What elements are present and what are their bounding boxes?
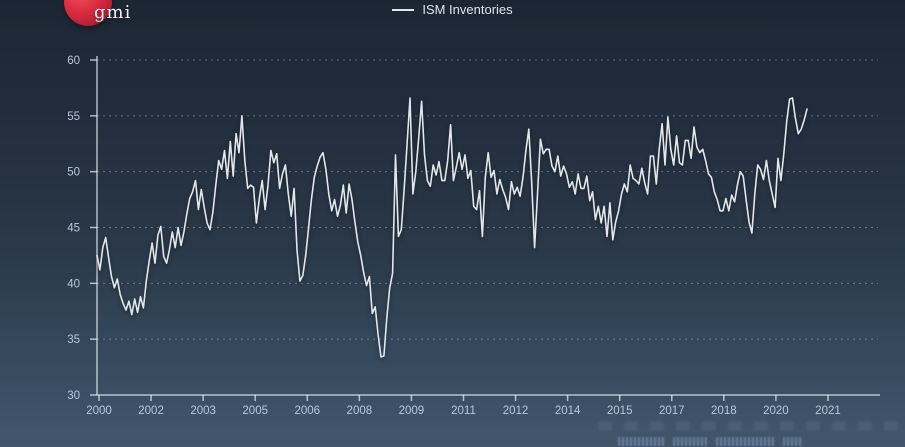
x-tick-label-2008: 2008 [347, 405, 373, 417]
x-tick-label-2020: 2020 [763, 405, 789, 417]
x-tick-label-2017: 2017 [659, 405, 685, 417]
y-tick-label-55: 55 [67, 111, 80, 123]
gmi-logo: gmi [64, 0, 136, 28]
y-tick-label-40: 40 [67, 278, 80, 290]
legend-label[interactable]: ISM Inventories [422, 2, 513, 17]
x-tick-label-2018: 2018 [711, 405, 737, 417]
x-tick-label-2021: 2021 [815, 405, 841, 417]
x-tick-label-2006: 2006 [294, 405, 320, 417]
y-tick-label-60: 60 [67, 55, 80, 67]
footer-watermark-faint-row [598, 421, 898, 431]
x-tick-label-2009: 2009 [399, 405, 425, 417]
y-tick-label-50: 50 [67, 167, 80, 179]
x-tick-label-2002: 2002 [138, 405, 164, 417]
y-tick-label-35: 35 [67, 334, 80, 346]
x-tick-label-2005: 2005 [242, 405, 268, 417]
x-tick-label-2000: 2000 [86, 405, 112, 417]
x-tick-label-2003: 2003 [190, 405, 216, 417]
y-tick-label-30: 30 [67, 390, 80, 402]
x-tick-label-2012: 2012 [503, 405, 529, 417]
x-tick-label-2011: 2011 [451, 405, 476, 417]
chart-legend: ISM Inventories [0, 2, 905, 17]
footer-watermark-illegible-text [618, 437, 803, 447]
y-tick-label-45: 45 [67, 223, 80, 235]
x-tick-label-2014: 2014 [555, 405, 581, 417]
x-tick-label-2015: 2015 [607, 405, 633, 417]
series-ism-inventories-line [96, 97, 808, 358]
legend-line-swatch-icon [392, 8, 415, 11]
gmi-logo-text: gmi [94, 2, 132, 23]
